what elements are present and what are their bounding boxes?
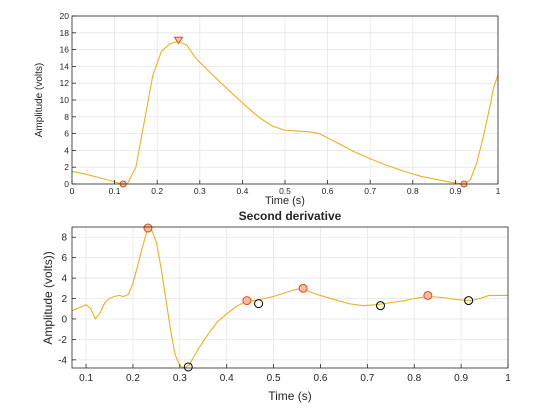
y-tick-layer: 0 2 4 6 8 10 12 14 16 18 20 (60, 11, 76, 189)
y-tick-label: 4 (64, 145, 69, 155)
x-tick-label: 0.6 (314, 373, 328, 384)
x-tick-label: 0 (70, 186, 75, 196)
y-tick-label: 20 (60, 11, 70, 21)
x-tick-label: 0.6 (322, 186, 334, 196)
y-tick-label: -2 (58, 335, 67, 346)
x-tick-label: 0.3 (173, 373, 187, 384)
x-tick-label: 0.5 (279, 186, 291, 196)
x-tick-label: 0.1 (109, 186, 121, 196)
y-tick-label: 14 (60, 61, 70, 71)
x-tick-label: 0.1 (79, 373, 93, 384)
y-tick-label: 12 (60, 78, 70, 88)
x-tick-label: 0.7 (364, 186, 376, 196)
amplitude-plot: 0 0.1 0.2 0.3 0.4 0.5 0.6 0.7 0.8 0.9 1 0 2 4 6 8 10 12 1… (34, 11, 501, 207)
x-tick-label: 1 (496, 186, 501, 196)
y-tick-label: 0 (61, 314, 67, 325)
y-axis-label: Amplitude (volts)) (41, 251, 55, 344)
y-tick-label: 4 (61, 274, 67, 285)
x-axis-label: Time (s) (265, 195, 305, 207)
y-tick-label: -4 (58, 355, 67, 366)
x-tick-label: 0.9 (454, 373, 468, 384)
y-tick-label: 6 (64, 129, 69, 139)
peak-marker (298, 283, 308, 293)
x-tick-label: 1 (505, 373, 511, 384)
axes-box (71, 226, 509, 369)
peak-marker (173, 36, 184, 45)
y-axis-label: Amplitude (volts) (34, 63, 45, 137)
y-tick-label: 10 (60, 95, 70, 105)
second-derivative-plot: 0.1 0.2 0.3 0.4 0.5 0.6 0.7 0.8 0.9 1 -4 -2 0 2 4 6 8 S… (41, 209, 511, 403)
trough-marker (464, 296, 474, 306)
y-tick-label: 16 (60, 45, 70, 55)
x-axis-label: Time (s) (268, 389, 312, 403)
x-tick-label: 0.7 (360, 373, 374, 384)
x-tick-label: 0.8 (407, 186, 419, 196)
x-tick-layer: 0.1 0.2 0.3 0.4 0.5 0.6 0.7 0.8 0.9 1 (79, 364, 511, 384)
y-tick-label: 6 (61, 253, 67, 264)
chart-title: Second derivative (239, 209, 342, 223)
x-tick-label: 0.8 (407, 373, 421, 384)
x-tick-label: 0.5 (267, 373, 281, 384)
y-tick-layer: -4 -2 0 2 4 6 8 (58, 233, 76, 366)
y-tick-label: 8 (61, 233, 67, 244)
trough-marker (183, 362, 193, 372)
y-tick-label: 8 (64, 112, 69, 122)
trough-marker (375, 301, 385, 311)
x-tick-label: 0.2 (126, 373, 140, 384)
trough-marker (254, 299, 264, 309)
marker-layer (143, 223, 474, 372)
x-tick-label: 0.4 (236, 186, 248, 196)
x-tick-label: 0.4 (220, 373, 234, 384)
peak-marker (143, 223, 153, 233)
peak-marker (423, 290, 433, 300)
x-tick-label: 0.9 (449, 186, 461, 196)
x-tick-label: 0.3 (194, 186, 206, 196)
series-line-0 (71, 229, 508, 369)
peak-marker (242, 296, 252, 306)
x-tick-layer: 0 0.1 0.2 0.3 0.4 0.5 0.6 0.7 0.8 0.9 1 (70, 180, 501, 196)
y-tick-label: 2 (61, 294, 67, 305)
x-tick-label: 0.2 (151, 186, 163, 196)
y-tick-label: 2 (64, 162, 69, 172)
series-layer (71, 229, 508, 369)
y-tick-label: 0 (64, 179, 69, 189)
y-tick-label: 18 (60, 28, 70, 38)
